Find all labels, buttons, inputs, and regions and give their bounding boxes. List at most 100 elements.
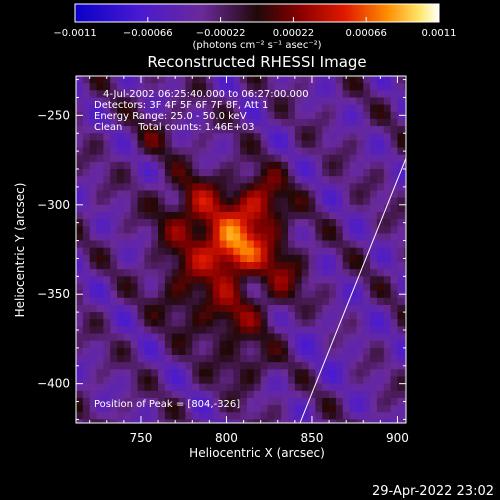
heatmap-cell bbox=[294, 161, 303, 170]
heatmap-cell bbox=[110, 269, 118, 277]
heatmap-cell bbox=[178, 97, 187, 106]
heatmap-cell bbox=[212, 97, 221, 106]
heatmap-cell bbox=[199, 104, 207, 113]
heatmap-cell bbox=[137, 97, 145, 106]
heatmap-cell bbox=[253, 340, 262, 349]
heatmap-cell bbox=[335, 362, 344, 370]
heatmap-cell bbox=[158, 211, 166, 220]
heatmap-cell bbox=[397, 412, 405, 421]
heatmap-cell bbox=[383, 312, 392, 320]
heatmap-cell bbox=[233, 362, 241, 370]
heatmap-cell bbox=[294, 219, 303, 227]
heatmap-cell bbox=[246, 369, 255, 378]
heatmap-cell bbox=[342, 204, 351, 213]
heatmap-cell bbox=[363, 140, 371, 149]
heatmap-cell bbox=[219, 226, 228, 234]
heatmap-cell bbox=[349, 154, 358, 163]
heatmap-cell bbox=[89, 347, 98, 356]
heatmap-cell bbox=[219, 283, 228, 292]
heatmap-cell bbox=[383, 347, 392, 356]
heatmap-cell bbox=[96, 290, 104, 299]
heatmap-cell bbox=[164, 133, 173, 141]
heatmap-cell bbox=[185, 211, 193, 220]
heatmap-cell bbox=[205, 190, 214, 199]
heatmap-cell bbox=[103, 397, 111, 406]
heatmap-cell bbox=[294, 83, 303, 91]
heatmap-cell bbox=[322, 219, 330, 227]
heatmap-cell bbox=[178, 326, 187, 335]
heatmap-cell bbox=[267, 290, 275, 299]
heatmap-cell bbox=[164, 183, 173, 192]
heatmap-cell bbox=[240, 390, 248, 399]
heatmap-cell bbox=[335, 211, 344, 220]
x-tick-label: 850 bbox=[301, 431, 324, 445]
heatmap-cell bbox=[281, 412, 289, 421]
heatmap-cell bbox=[130, 247, 139, 256]
heatmap-cell bbox=[192, 340, 200, 349]
heatmap-cell bbox=[260, 147, 269, 156]
heatmap-cell bbox=[349, 347, 358, 356]
heatmap-cell bbox=[192, 397, 200, 406]
heatmap-cell bbox=[260, 319, 269, 328]
heatmap-cell bbox=[178, 233, 187, 242]
heatmap-cell bbox=[199, 362, 207, 370]
heatmap-cell bbox=[123, 90, 132, 99]
heatmap-cell bbox=[219, 262, 228, 270]
heatmap-cell bbox=[356, 369, 364, 378]
heatmap-cell bbox=[281, 355, 289, 363]
heatmap-cell bbox=[144, 283, 152, 292]
heatmap-cell bbox=[137, 304, 145, 313]
heatmap-cell bbox=[370, 161, 378, 170]
heatmap-cell bbox=[315, 276, 323, 285]
heatmap-cell bbox=[356, 326, 364, 335]
heatmap-cell bbox=[363, 283, 371, 292]
heatmap-cell bbox=[178, 219, 187, 227]
heatmap-cell bbox=[137, 140, 145, 149]
heatmap-cell bbox=[89, 312, 98, 320]
colorbar: −0.0011 −0.00066 −0.00022 0.00022 0.00066 0.0… bbox=[53, 3, 457, 51]
heatmap-cell bbox=[288, 283, 296, 292]
heatmap-cell bbox=[82, 390, 91, 399]
heatmap-cell bbox=[233, 111, 241, 120]
heatmap-cell bbox=[96, 226, 104, 234]
heatmap-cell bbox=[76, 140, 84, 149]
heatmap-cell bbox=[383, 405, 392, 413]
heatmap-cell bbox=[192, 262, 200, 270]
heatmap-cell bbox=[397, 83, 405, 91]
heatmap-cell bbox=[76, 233, 84, 242]
heatmap-cell bbox=[199, 405, 207, 413]
heatmap-cell bbox=[329, 355, 337, 363]
heatmap-cell bbox=[370, 312, 378, 320]
heatmap-cell bbox=[123, 362, 132, 370]
heatmap-cell bbox=[212, 319, 221, 328]
heatmap-cell bbox=[240, 405, 248, 413]
heatmap-cell bbox=[219, 355, 228, 363]
heatmap-cell bbox=[267, 118, 275, 127]
heatmap-cell bbox=[322, 211, 330, 220]
heatmap-cell bbox=[185, 183, 193, 192]
heatmap-cell bbox=[178, 340, 187, 349]
heatmap-cell bbox=[212, 369, 221, 378]
heatmap-cell bbox=[253, 118, 262, 127]
heatmap-cell bbox=[233, 161, 241, 170]
heatmap-cell bbox=[144, 355, 152, 363]
heatmap-cell bbox=[199, 340, 207, 349]
heatmap-cell bbox=[158, 118, 166, 127]
heatmap-cell bbox=[205, 76, 214, 84]
heatmap-cell bbox=[294, 197, 303, 206]
heatmap-cell bbox=[164, 283, 173, 292]
heatmap-cell bbox=[342, 147, 351, 156]
heatmap-cell bbox=[192, 133, 200, 141]
heatmap-cell bbox=[123, 140, 132, 149]
heatmap-cell bbox=[144, 83, 152, 91]
heatmap-cell bbox=[390, 262, 399, 270]
heatmap-cell bbox=[288, 219, 296, 227]
heatmap-cell bbox=[253, 304, 262, 313]
heatmap-cell bbox=[103, 133, 111, 141]
heatmap-cell bbox=[390, 397, 399, 406]
heatmap-cell bbox=[363, 419, 371, 423]
heatmap-cell bbox=[349, 247, 358, 256]
colorbar-tick-label: 0.00066 bbox=[346, 28, 387, 39]
heatmap-cell bbox=[233, 219, 241, 227]
heatmap-cell bbox=[383, 211, 392, 220]
